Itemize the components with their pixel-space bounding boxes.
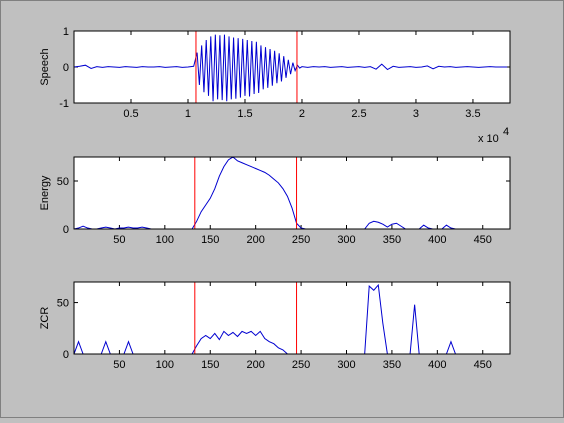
x-exponent-base: x 10 [478,133,499,145]
x-tick-label: 2.5 [351,108,366,120]
x-tick-label: 350 [383,234,401,246]
x-tick-label: 50 [113,234,125,246]
x-tick-label: 100 [156,234,174,246]
x-tick-label: 450 [474,234,492,246]
plot-area [74,157,510,229]
x-tick-label: 3.5 [465,108,480,120]
x-tick-label: 100 [156,359,174,371]
x-tick-label: 200 [246,359,264,371]
x-tick-label: 0.5 [123,108,138,120]
x-tick-label: 250 [292,359,310,371]
x-tick-label: 450 [474,359,492,371]
x-tick-label: 2 [299,108,305,120]
x-tick-label: 300 [337,359,355,371]
x-tick-label: 300 [337,234,355,246]
axes: 0 50 50 100 150 200 250 300 350 400 450 ZCR [39,281,511,371]
y-axis-label: Speech [39,48,51,85]
x-tick-label: 250 [292,234,310,246]
y-tick-label: 50 [57,176,69,188]
x-exponent: 4 [503,126,509,138]
x-tick-label: 400 [428,359,446,371]
x-tick-label: 150 [201,359,219,371]
x-tick-label: 400 [428,234,446,246]
x-tick-label: 3 [413,108,419,120]
plot-area [74,282,510,354]
y-tick-label: -1 [59,98,69,110]
x-tick-label: 1.5 [237,108,252,120]
y-tick-label: 50 [57,298,69,310]
axes-box [73,281,511,355]
y-tick-label: 0 [63,62,69,74]
x-tick-label: 200 [246,234,264,246]
axes: -1 0 1 0.5 1 1.5 2 2.5 3 3.5 Speech x 10 4 [39,26,511,145]
y-axis-label: ZCR [39,307,51,330]
x-tick-label: 350 [383,359,401,371]
x-tick-label: 1 [185,108,191,120]
y-axis-label: Energy [39,175,51,210]
y-tick-label: 0 [63,224,69,236]
axes-box [73,30,511,104]
data-line [74,34,508,102]
x-tick-label: 150 [201,234,219,246]
y-tick-label: 1 [63,26,69,38]
x-tick-label: 50 [113,359,125,371]
axes: 0 50 50 100 150 200 250 300 350 400 450 Energy [39,156,511,246]
axes-box [73,156,511,230]
y-tick-label: 0 [63,349,69,361]
data-line [74,157,510,229]
